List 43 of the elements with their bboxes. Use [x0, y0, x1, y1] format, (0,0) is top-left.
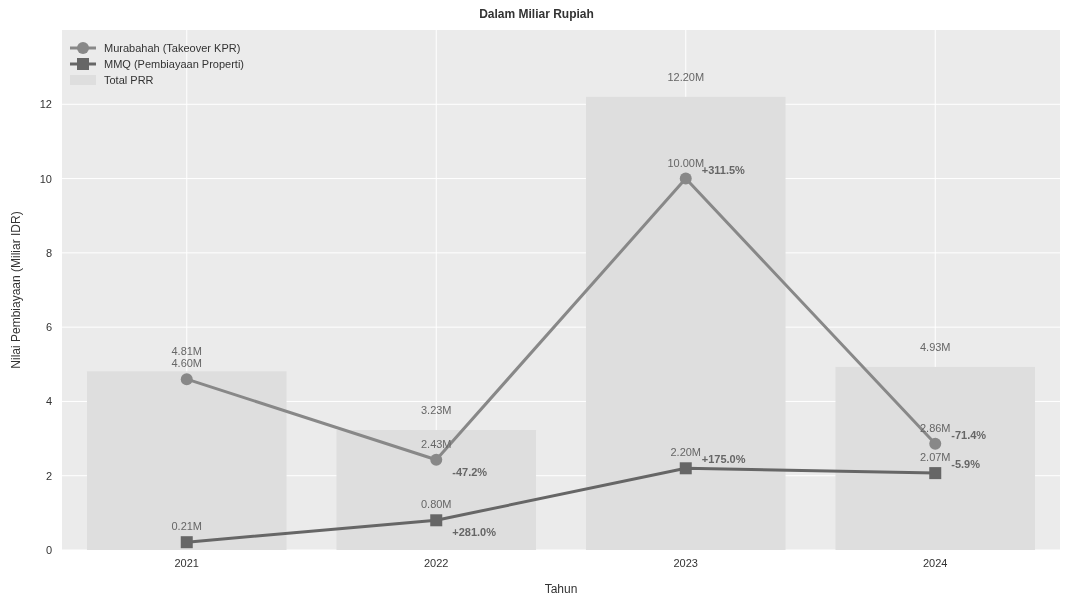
y-tick-label: 8: [45, 246, 52, 259]
y-tick-label: 10: [39, 172, 52, 185]
x-axis-title: Tahun: [544, 582, 578, 594]
bar: [585, 96, 786, 550]
data-label: 3.23M: [420, 404, 452, 417]
point: [180, 373, 193, 386]
y-tick-label: 2: [45, 469, 52, 482]
point: [430, 514, 443, 527]
point: [679, 172, 692, 185]
x-tick-label: 2022: [424, 557, 449, 569]
point: [679, 462, 692, 475]
annotation: -71.4%: [951, 428, 987, 441]
annotation: +281.0%: [452, 526, 497, 539]
chart-subtitle: Dalam Miliar Rupiah: [479, 7, 594, 21]
bar: [835, 366, 1036, 550]
data-label: 12.20M: [667, 70, 705, 83]
y-axis-title: Nilai Pembiayaan (Miliar IDR): [9, 211, 23, 369]
point: [929, 467, 942, 480]
bar: [336, 430, 537, 550]
x-tick-label: 2024: [923, 557, 948, 569]
data-label: 4.81M: [171, 345, 203, 358]
data-label: 0.80M: [420, 498, 452, 511]
bar: [86, 371, 287, 550]
annotation: +175.0%: [701, 453, 746, 466]
annotation: -5.9%: [951, 458, 981, 471]
data-label: 4.93M: [919, 340, 951, 353]
y-tick-label: 6: [45, 321, 52, 334]
point: [180, 536, 193, 549]
y-tick-label: 4: [45, 395, 52, 408]
point: [430, 453, 443, 466]
data-label: 0.21M: [171, 520, 203, 533]
x-tick-label: 2021: [174, 557, 199, 569]
data-label: 2.20M: [670, 446, 702, 459]
annotation: -47.2%: [452, 465, 488, 478]
legend-label: Murabahah (Takeover KPR): [104, 42, 241, 54]
data-label: 2.07M: [919, 451, 951, 464]
x-tick-label: 2023: [673, 557, 698, 569]
y-tick-label: 0: [45, 544, 52, 556]
data-label: 4.60M: [171, 357, 203, 370]
legend-label: Total PRR: [104, 74, 154, 86]
point: [929, 437, 942, 450]
y-tick-label: 12: [39, 98, 52, 111]
legend-label: MMQ (Pembiayaan Properti): [104, 58, 244, 70]
